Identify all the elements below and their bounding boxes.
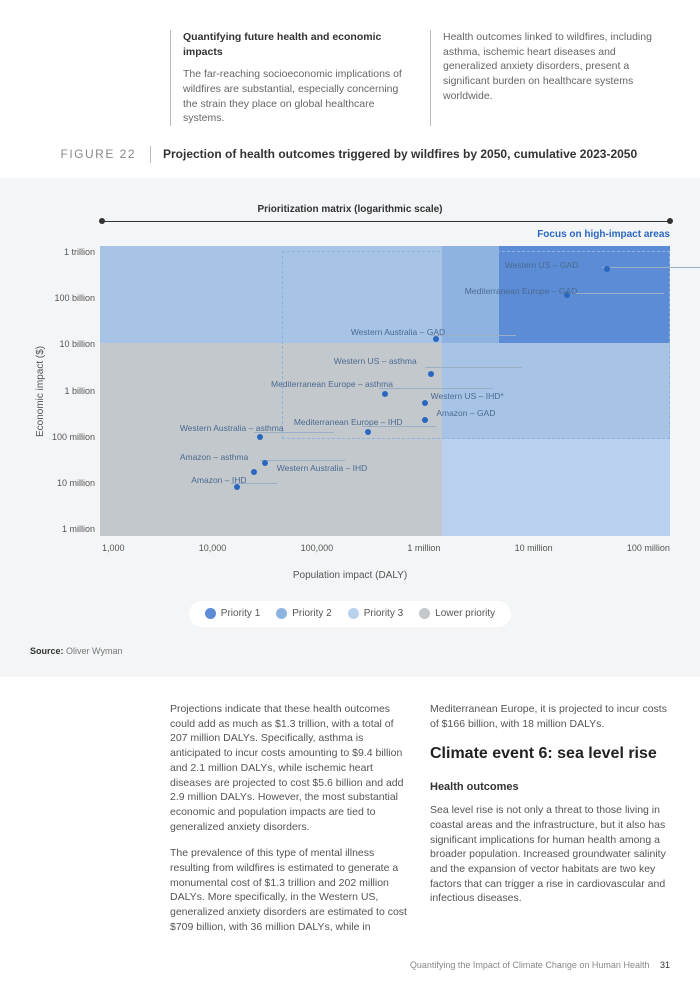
y-tick: 1 billion [52,385,95,398]
y-tick: 1 trillion [52,246,95,259]
data-point [382,391,388,397]
intro-heading: Quantifying future health and economic i… [183,30,410,59]
data-point-label: Amazon – IHD [191,475,246,487]
legend-item: Priority 2 [276,607,331,621]
body-columns: Projections indicate that these health o… [0,677,700,956]
priority-quadrant [442,439,670,536]
intro-text-1: The far-reaching socioeconomic implicati… [183,67,410,126]
x-tick: 1,000 [102,542,125,555]
body-p4: Sea level rise is not only a threat to t… [430,803,670,906]
body-p3: Mediterranean Europe, it is projected to… [430,702,670,731]
legend-swatch [419,608,430,619]
data-point-label: Western Australia – asthma [180,423,284,435]
y-tick: 100 million [52,431,95,444]
figure-label: FIGURE 22 [30,146,150,163]
legend-swatch [205,608,216,619]
data-point [428,371,434,377]
legend-swatch [276,608,287,619]
legend-label: Priority 3 [364,607,403,621]
page-footer: Quantifying the Impact of Climate Change… [410,959,670,972]
legend-swatch [348,608,359,619]
spacer [30,30,150,126]
leader-line [602,267,700,268]
data-point [604,266,610,272]
data-point-label: Western Australia – GAD [351,327,445,339]
legend-item: Priority 1 [205,607,260,621]
chart-wrap: Economic impact ($) 1 trillion 100 billio… [30,246,670,536]
legend: Priority 1 Priority 2 Priority 3 Lower prio… [189,601,511,627]
data-point [422,400,428,406]
spacer [30,702,150,946]
x-tick: 100,000 [301,542,334,555]
focus-label: Focus on high-impact areas [30,228,670,242]
data-point [365,429,371,435]
legend-item: Priority 3 [348,607,403,621]
y-axis-label: Economic impact ($) [30,246,52,536]
data-point-label: Western US – asthma [334,356,417,368]
y-tick: 10 million [52,477,95,490]
leader-line [379,388,493,389]
x-tick: 1 million [407,542,440,555]
y-ticks: 1 trillion 100 billion 10 billion 1 billion… [52,246,100,536]
source-label: Source: [30,646,64,656]
data-point-label: Western US – IHD* [431,391,504,403]
priority-quadrant [100,343,442,536]
legend-label: Lower priority [435,607,495,621]
y-tick: 100 billion [52,292,95,305]
data-point [257,434,263,440]
data-point [422,417,428,423]
x-ticks: 1,000 10,000 100,000 1 million 10 million 100… [102,542,670,555]
body-p1: Projections indicate that these health o… [170,702,410,834]
sub-heading: Health outcomes [430,780,670,795]
event-heading: Climate event 6: sea level rise [430,743,670,765]
body-col-right: Mediterranean Europe, it is projected to… [430,702,670,946]
source-line: Source: Oliver Wyman [30,645,670,658]
data-point-label: Mediterranean Europe – asthma [271,379,393,391]
page-number: 31 [660,960,670,970]
footer-doc-title: Quantifying the Impact of Climate Change… [410,960,650,970]
figure-header: FIGURE 22 Projection of health outcomes … [0,136,700,163]
data-point-label: Mediterranean Europe – GAD [465,286,577,298]
legend-label: Priority 2 [292,607,331,621]
data-point-label: Western US – GAD [505,260,579,272]
matrix-label: Prioritization matrix (logarithmic scale… [30,203,670,217]
x-tick: 100 million [627,542,670,555]
data-point-label: Western Australia – IHD [277,463,368,475]
y-tick: 1 million [52,523,95,536]
intro-text-2: Health outcomes linked to wildfires, inc… [443,30,670,103]
intro-col-1: Quantifying future health and economic i… [170,30,410,126]
intro-col-2: Health outcomes linked to wildfires, inc… [430,30,670,126]
scatter-plot: Western US – GAD Mediterranean Europe – G… [100,246,670,536]
legend-item: Lower priority [419,607,495,621]
data-point [262,460,268,466]
body-col-left: Projections indicate that these health o… [170,702,410,946]
leader-line [260,460,345,461]
intro-columns: Quantifying future health and economic i… [0,0,700,136]
body-p2: The prevalence of this type of mental il… [170,846,410,934]
chart-container: Prioritization matrix (logarithmic scale… [0,178,700,677]
figure-title: Projection of health outcomes triggered … [150,146,637,163]
y-tick: 10 billion [52,338,95,351]
data-point [251,469,257,475]
legend-label: Priority 1 [221,607,260,621]
matrix-line [102,221,670,222]
x-tick: 10,000 [199,542,227,555]
data-point-label: Amazon – asthma [180,452,249,464]
data-point-label: Amazon – GAD [436,408,495,420]
data-point-label: Mediterranean Europe – IHD [294,417,403,429]
x-tick: 10 million [515,542,553,555]
x-axis-label: Population impact (DALY) [30,569,670,583]
leader-line [425,367,522,368]
source-text: Oliver Wyman [66,646,122,656]
